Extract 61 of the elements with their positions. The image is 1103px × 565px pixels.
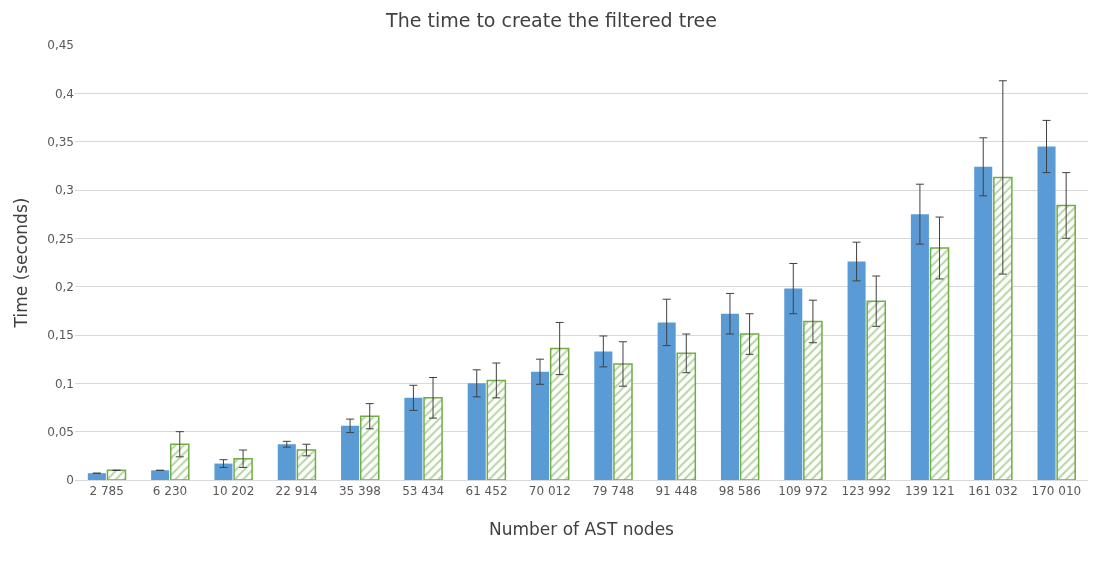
bar	[720, 313, 739, 480]
y-tick-label: 0,2	[54, 279, 74, 294]
bar	[170, 443, 190, 480]
bar	[739, 333, 760, 480]
bar	[1056, 204, 1076, 480]
x-tick-label: 79 748	[592, 484, 635, 499]
y-axis-title: Time (seconds)	[10, 197, 31, 329]
bar	[151, 470, 170, 480]
y-tick-label: 0,3	[54, 183, 74, 198]
x-tick-label: 123 992	[841, 484, 892, 499]
y-tick-label: 0,15	[47, 328, 74, 343]
bar	[106, 469, 127, 480]
x-tick-label: 35 398	[338, 484, 381, 499]
bar	[847, 261, 866, 480]
x-tick-label: 61 452	[465, 484, 508, 499]
x-tick-label: 98 586	[718, 484, 761, 499]
bar	[467, 383, 486, 480]
x-tick-label: 170 010	[1031, 484, 1082, 499]
bar	[974, 166, 993, 480]
bar	[613, 363, 633, 480]
x-tick-label: 2 785	[89, 484, 124, 499]
bar	[486, 379, 507, 480]
bar	[910, 214, 929, 480]
bar	[214, 463, 233, 480]
bar	[404, 397, 423, 480]
bar	[549, 347, 570, 480]
x-tick-label: 6 230	[152, 484, 188, 499]
x-tick-label: 109 972	[778, 484, 828, 499]
x-axis-title: Number of AST nodes	[489, 518, 675, 539]
bar	[87, 473, 106, 480]
bar	[866, 300, 886, 480]
x-tick-label: 91 448	[655, 484, 698, 499]
bar	[784, 288, 803, 480]
bar	[423, 397, 443, 480]
bar	[359, 415, 380, 480]
y-tick-label: 0	[66, 473, 74, 488]
bar	[594, 351, 613, 480]
bar	[657, 322, 676, 480]
x-tick-label: 161 032	[968, 484, 1018, 499]
x-tick-label: 139 121	[904, 484, 955, 499]
y-tick-label: 0,35	[47, 134, 74, 149]
bar	[676, 352, 697, 480]
y-tick-label: 0,05	[47, 424, 74, 439]
x-tick-label: 10 202	[212, 484, 255, 499]
bar	[296, 449, 317, 480]
bar	[803, 320, 823, 480]
bar	[929, 247, 950, 480]
bar	[993, 176, 1013, 480]
chart-title: The time to create the filtered tree	[385, 9, 717, 32]
x-tick-label: 53 434	[402, 484, 445, 499]
x-tick-label: 70 012	[528, 484, 571, 499]
x-tick-label: 22 914	[275, 484, 318, 499]
y-tick-label: 0,1	[54, 376, 74, 391]
bar	[277, 444, 296, 480]
y-tick-label: 0,4	[54, 86, 74, 101]
bar	[341, 425, 360, 480]
bar	[531, 371, 550, 480]
bar	[1037, 146, 1056, 480]
bar	[233, 457, 253, 480]
y-tick-label: 0,25	[47, 231, 74, 246]
y-tick-label: 0,45	[47, 38, 74, 53]
